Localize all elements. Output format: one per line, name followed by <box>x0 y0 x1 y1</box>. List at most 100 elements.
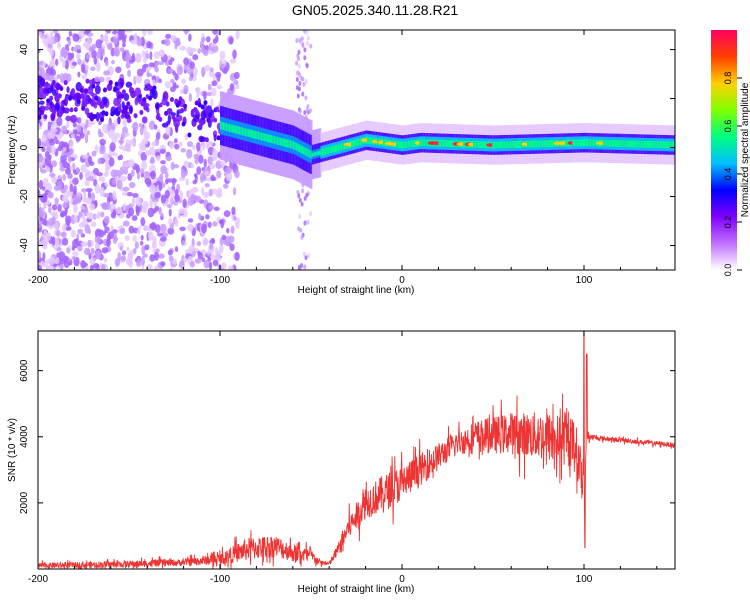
spectrogram-cell <box>87 97 92 103</box>
spectrogram-cell <box>200 44 205 54</box>
spectrogram-cell <box>222 122 226 131</box>
spectrogram-cell <box>313 152 316 157</box>
spectrogram-cell <box>208 205 215 210</box>
spectrogram-cell <box>281 138 284 146</box>
spectrogram-cell <box>633 140 636 148</box>
spectrogram-cell <box>149 254 156 262</box>
spectrogram-cell <box>618 140 622 148</box>
spectrogram-cell <box>649 140 652 148</box>
spectrogram-cell <box>297 226 301 232</box>
spectrogram-cell <box>96 51 102 59</box>
spectrogram-cell <box>72 33 80 42</box>
spectrogram-cell <box>153 200 158 206</box>
spectrogram-ylabel: Frequency (Hz) <box>7 116 18 185</box>
spectrogram-cell <box>201 257 206 263</box>
spectrogram-cell <box>147 231 154 241</box>
snr-ytick-label: 6000 <box>19 359 30 382</box>
spectrogram-cell <box>41 134 47 143</box>
colorbar-label: Normalized spectral amplitude <box>740 82 750 217</box>
spectrogram-cell <box>42 252 46 260</box>
spectrogram-cell <box>180 147 186 153</box>
spectrogram-cell <box>58 251 66 261</box>
spectrogram-cell <box>224 122 227 131</box>
spectrogram-cell <box>503 141 507 149</box>
spectrogram-cell <box>147 30 153 36</box>
spectrogram-cell <box>509 141 512 149</box>
spectrogram-cell <box>132 193 139 198</box>
spectrogram-cell <box>69 107 74 113</box>
spectrogram-cell <box>59 211 65 218</box>
spectrogram-cell <box>196 141 201 152</box>
spectrogram-cell <box>106 83 113 92</box>
spectrogram-cell <box>61 237 69 246</box>
spectrogram-cell <box>128 181 136 189</box>
spectrogram-cell <box>91 150 97 157</box>
spectrogram-cell <box>132 234 137 242</box>
spectrogram-cell <box>201 175 207 182</box>
spectrogram-cell <box>627 140 630 148</box>
spectrogram-cell <box>326 147 329 155</box>
spectrogram-cell <box>105 60 109 67</box>
spectrogram-cell <box>155 248 160 253</box>
spectrogram-cell <box>215 71 222 78</box>
spectrogram-cell <box>88 79 94 85</box>
spectrogram-cell <box>669 141 673 149</box>
spectrogram-cell <box>249 129 252 138</box>
spectrogram-cell <box>154 265 159 270</box>
spectrogram-cell <box>51 79 56 86</box>
spectrogram-cell <box>172 70 176 76</box>
spectrogram-cell <box>566 139 569 147</box>
spectrogram-cell <box>88 175 94 182</box>
spectrogram-cell <box>41 147 46 152</box>
spectrogram-cell <box>441 139 444 147</box>
spectrogram-cell <box>402 141 405 149</box>
spectrogram-cell <box>296 70 300 76</box>
spectrogram-cell <box>85 119 89 129</box>
spectrogram-cell <box>324 147 328 155</box>
spectrogram-cell <box>122 186 130 192</box>
spectrogram-cell <box>304 95 308 101</box>
spectrogram-cell <box>92 263 100 269</box>
spectrogram-cell <box>114 118 118 128</box>
spectrogram-cell <box>129 86 134 92</box>
spectrogram-cell <box>61 150 65 157</box>
spectrogram-cell <box>216 187 223 197</box>
spectrogram-cell <box>190 47 197 52</box>
spectrogram-cell <box>192 66 198 77</box>
spectrogram-cell <box>186 224 194 232</box>
spectrogram-ytick-label: -20 <box>19 189 30 204</box>
spectrogram-cell <box>112 190 117 201</box>
spectrogram-cell <box>295 76 299 82</box>
spectrogram-cell <box>230 58 237 64</box>
spectrogram-cell <box>102 87 107 93</box>
spectrogram-cell <box>136 258 142 268</box>
spectrogram-cell <box>178 141 183 147</box>
spectrogram-cell <box>155 155 161 162</box>
spectrogram-cell <box>581 139 584 147</box>
spectrogram-cell <box>80 188 87 193</box>
spectrogram-cell <box>204 137 209 143</box>
spectrogram-cell <box>207 113 212 119</box>
spectrogram-cell <box>232 187 237 196</box>
spectrogram-cell <box>140 36 145 47</box>
spectrogram-cell <box>83 30 90 35</box>
spectrogram-cell <box>117 106 122 112</box>
spectrogram-cell <box>190 163 194 169</box>
spectrogram-cell <box>170 189 175 199</box>
spectrogram-cell <box>173 138 178 144</box>
spectrogram-cell <box>237 126 240 135</box>
spectrogram-cell <box>140 145 147 152</box>
spectrogram-cell <box>101 50 105 56</box>
spectrogram-cell <box>123 162 130 168</box>
spectrogram-cell <box>179 226 186 232</box>
spectrogram-cell <box>479 141 482 149</box>
spectrogram-cell <box>81 74 87 80</box>
spectrogram-cell <box>216 170 222 179</box>
spectrogram-cell <box>43 177 49 188</box>
spectrogram-cell <box>307 149 310 157</box>
spectrogram-cell <box>117 116 121 125</box>
spectrogram-cell <box>65 115 72 122</box>
spectrogram-cell <box>550 140 553 147</box>
spectrogram-cell <box>174 193 180 203</box>
spectrogram-cell <box>201 141 206 150</box>
